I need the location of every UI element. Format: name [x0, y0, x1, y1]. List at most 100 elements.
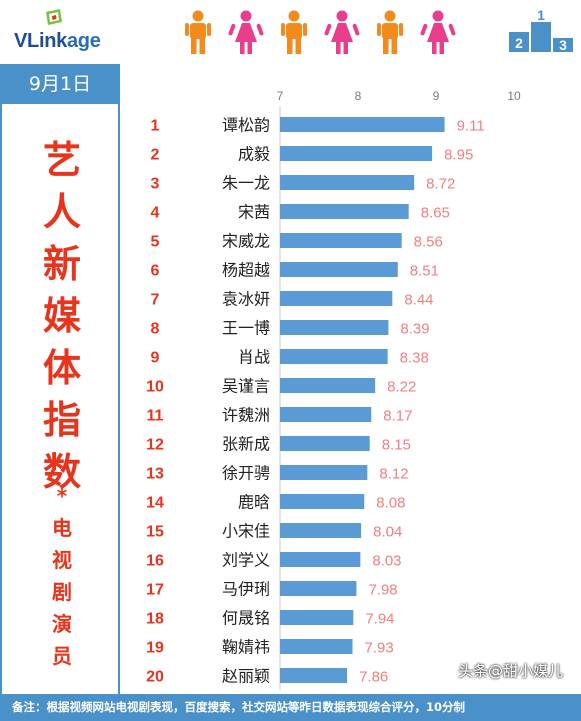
category-label: 小宋佳 [222, 522, 270, 541]
value-label: 8.39 [400, 321, 429, 338]
rank-label: 18 [146, 611, 164, 628]
category-label: 赵丽颖 [222, 667, 270, 686]
side-subtitle-char: 电 [52, 516, 72, 540]
value-label: 8.51 [410, 263, 439, 280]
side-subtitle-char: 演 [52, 612, 72, 636]
header: VLinkage 2 1 3 [0, 0, 581, 62]
value-label: 8.03 [372, 553, 401, 570]
category-label: 何晟铭 [222, 609, 270, 628]
bar [280, 552, 361, 567]
side-subtitle-char: 视 [52, 548, 72, 572]
rank-label: 13 [146, 466, 164, 483]
value-label: 8.17 [383, 408, 412, 425]
people-icons [178, 10, 460, 56]
side-asterisk: * [56, 484, 68, 508]
podium-icon: 2 1 3 [509, 8, 573, 53]
bar [280, 320, 389, 335]
side-panel: 艺人新媒体指数 * 电视剧演员 [0, 104, 120, 694]
date-box: 9月1日 [0, 64, 120, 104]
category-label: 王一博 [222, 319, 270, 338]
rank-label: 8 [151, 321, 160, 338]
female-person-icon [420, 10, 456, 54]
rank-label: 3 [151, 176, 160, 193]
category-label: 吴谨言 [222, 377, 270, 396]
rank-label: 20 [146, 669, 164, 686]
side-title-char: 数 [42, 450, 81, 494]
rank-label: 14 [146, 495, 164, 512]
side-title-char: 体 [42, 346, 81, 390]
bar [280, 407, 372, 422]
category-label: 朱一龙 [222, 174, 270, 193]
logo-text: VLinkage [14, 30, 101, 53]
value-label: 8.12 [379, 466, 408, 483]
bar [280, 175, 415, 190]
bar [280, 233, 402, 248]
bar [280, 146, 433, 161]
rank-label: 12 [146, 437, 164, 454]
date-label: 9月1日 [28, 73, 92, 95]
rank-label: 2 [151, 147, 160, 164]
x-tick-label: 8 [355, 89, 362, 103]
vlinkage-logo: VLinkage [14, 8, 124, 54]
category-label: 马伊琍 [222, 580, 270, 599]
rank-label: 5 [151, 234, 160, 251]
value-label: 8.65 [421, 205, 450, 222]
category-label: 杨超越 [222, 261, 270, 280]
bar [280, 523, 362, 538]
rank-label: 11 [147, 408, 164, 425]
male-person-icon [185, 10, 211, 54]
category-label: 徐开骋 [222, 464, 270, 483]
people-icon-row [185, 10, 456, 54]
chart-area: 7 8 9 10 1 谭松韵 9.11 2 成毅 8.95 3 朱一龙 8.72 4 宋茜 8.65 5 宋威龙 8… [120, 82, 581, 694]
value-label: 8.44 [404, 292, 433, 309]
bar [280, 436, 370, 451]
bar [280, 291, 393, 306]
category-label: 张新成 [222, 435, 270, 454]
value-label: 8.22 [387, 379, 416, 396]
rank-label: 9 [151, 350, 160, 367]
podium-number-3: 3 [559, 37, 567, 53]
logo-text-tail: age [66, 30, 101, 52]
side-title-char: 媒 [42, 294, 81, 338]
x-tick-label: 9 [433, 89, 440, 103]
logo-text-main: VLink [14, 30, 67, 52]
watermark: 头条@甜小媒儿 [458, 662, 564, 680]
ranking-bar-chart: 7 8 9 10 1 谭松韵 9.11 2 成毅 8.95 3 朱一龙 8.72 4 宋茜 8.65 5 宋威龙 8… [146, 89, 521, 690]
value-label: 8.08 [376, 495, 405, 512]
rank-label: 7 [151, 292, 160, 309]
rank-label: 10 [146, 379, 164, 396]
female-person-icon [228, 10, 264, 54]
rank-label: 6 [151, 263, 160, 280]
side-title: 艺人新媒体指数 [2, 134, 122, 498]
rank-label: 17 [146, 582, 164, 599]
category-label: 袁冰妍 [222, 290, 270, 309]
bar [280, 117, 445, 132]
category-label: 成毅 [238, 145, 270, 164]
side-title-char: 指 [42, 398, 81, 442]
rank-label: 1 [151, 118, 160, 135]
bar [280, 610, 354, 625]
logo-box-icon [46, 9, 62, 25]
x-tick-label: 7 [277, 89, 284, 103]
value-label: 8.72 [426, 176, 455, 193]
value-label: 7.94 [365, 611, 394, 628]
side-subtitle-char: 员 [52, 644, 72, 668]
value-label: 8.04 [373, 524, 402, 541]
category-label: 鞠婧祎 [222, 638, 270, 657]
rank-label: 4 [151, 205, 160, 222]
side-title-char: 新 [42, 242, 81, 286]
bar [280, 494, 365, 509]
female-person-icon [324, 10, 360, 54]
side-title-char: 人 [42, 190, 81, 234]
bar [280, 378, 376, 393]
side-subtitle: 电视剧演员 [2, 512, 122, 672]
value-label: 8.56 [414, 234, 443, 251]
value-label: 8.95 [444, 147, 473, 164]
bar [280, 204, 409, 219]
x-tick-label: 10 [507, 89, 521, 103]
rank-label: 19 [146, 640, 164, 657]
value-label: 8.38 [400, 350, 429, 367]
category-label: 刘学义 [222, 551, 270, 570]
male-person-icon [377, 10, 403, 54]
bar [280, 668, 348, 683]
